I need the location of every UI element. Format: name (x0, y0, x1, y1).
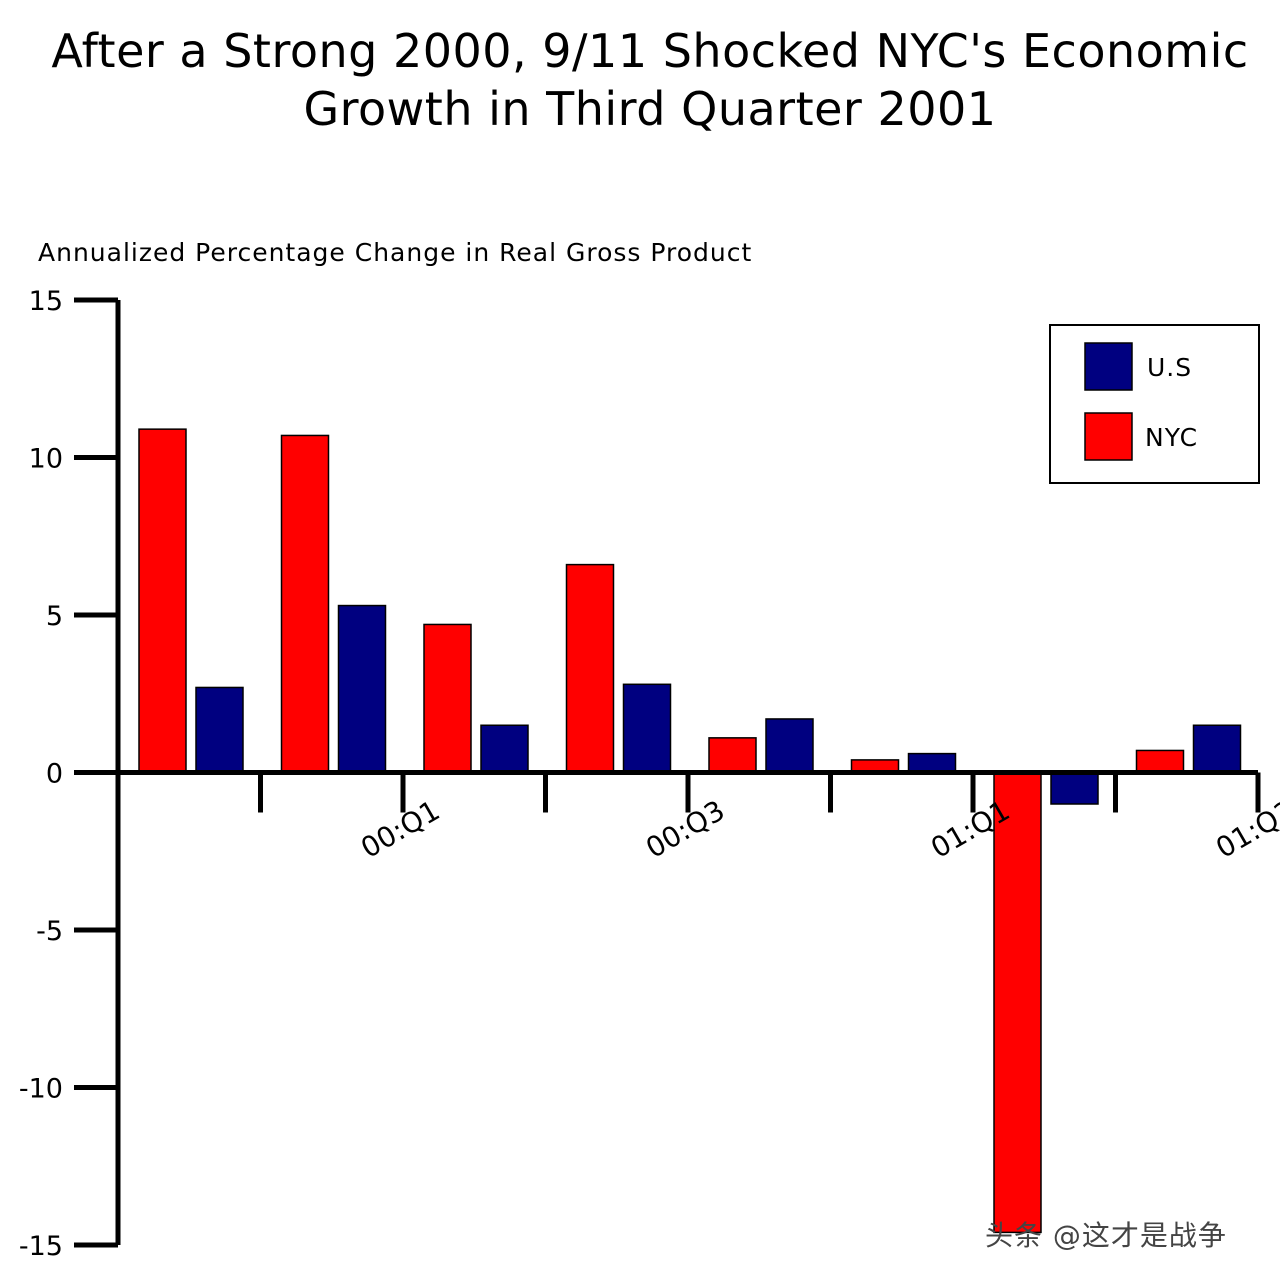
bar-nyc-7 (993, 771, 1042, 1234)
legend-swatch-nyc (1084, 412, 1133, 461)
y-tick-label-5: 5 (46, 601, 63, 632)
chart-title-line-2: Growth in Third Quarter 2001 (303, 82, 997, 136)
y-tick-label-15: 15 (29, 286, 63, 317)
y-axis-label: Annualized Percentage Change in Real Gro… (38, 238, 753, 267)
bar-us-3 (480, 724, 529, 774)
bar-us-5 (765, 718, 814, 774)
bar-us-7 (1050, 771, 1099, 805)
legend-swatch-us (1084, 342, 1133, 391)
legend-label-nyc: NYC (1145, 423, 1198, 452)
x-tick-label-00-q3: 00:Q3 (640, 794, 730, 865)
bar-nyc-8 (1135, 749, 1185, 774)
chart-title-line-1: After a Strong 2000, 9/11 Shocked NYC's … (51, 24, 1249, 78)
x-tick-label-00-q1: 00:Q1 (355, 794, 445, 865)
bar-us-8 (1192, 724, 1242, 774)
bar-nyc-5 (708, 737, 757, 774)
bar-us-2 (337, 604, 387, 774)
x-tick-label-01-q3: 01:Q3 (1210, 794, 1280, 865)
bar-us-6 (907, 752, 957, 774)
bar-nyc-2 (280, 434, 330, 774)
bar-nyc-3 (423, 623, 472, 774)
y-tick-label--10: -10 (19, 1074, 63, 1105)
y-tick-label-0: 0 (46, 759, 63, 790)
chart-title: After a Strong 2000, 9/11 Shocked NYC's … (0, 22, 1280, 138)
y-tick-label--5: -5 (36, 916, 63, 947)
bar-nyc-4 (565, 563, 615, 774)
bar-us-4 (622, 683, 672, 774)
bar-us-1 (195, 686, 244, 774)
bar-nyc-1 (138, 428, 187, 774)
legend-label-us: U.S (1147, 353, 1192, 382)
y-tick-label-10: 10 (29, 444, 63, 475)
y-tick-label--15: -15 (19, 1231, 63, 1262)
watermark: 头条 @这才是战争 (985, 1219, 1227, 1252)
legend-box (1049, 324, 1260, 484)
